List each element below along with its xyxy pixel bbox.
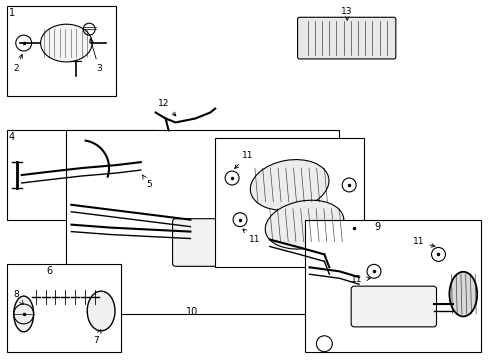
Ellipse shape (448, 272, 476, 316)
Ellipse shape (41, 24, 92, 62)
Text: 8: 8 (13, 289, 23, 304)
Bar (66, 130, 339, 314)
Ellipse shape (14, 296, 34, 332)
Bar (7, 6, 116, 96)
Text: 1: 1 (9, 8, 15, 18)
Bar (7, 264, 121, 352)
Ellipse shape (264, 200, 343, 249)
Text: 9: 9 (373, 222, 379, 232)
FancyBboxPatch shape (350, 286, 436, 327)
Bar (7, 130, 155, 220)
Text: 11: 11 (351, 275, 369, 284)
Text: 13: 13 (341, 7, 352, 20)
Ellipse shape (250, 159, 328, 210)
Ellipse shape (87, 291, 115, 331)
Text: 11: 11 (234, 151, 253, 168)
Text: 11: 11 (412, 237, 434, 247)
FancyBboxPatch shape (297, 17, 395, 59)
Bar (215, 138, 364, 267)
Text: 12: 12 (158, 99, 176, 116)
Bar (304, 220, 480, 352)
FancyBboxPatch shape (172, 219, 272, 266)
Text: 10: 10 (185, 307, 197, 317)
Text: 2: 2 (13, 54, 22, 73)
Text: 7: 7 (93, 330, 101, 345)
Text: 11: 11 (243, 229, 260, 244)
Text: 4: 4 (9, 132, 15, 142)
Text: 5: 5 (142, 175, 151, 189)
Text: 6: 6 (46, 266, 53, 276)
Text: 3: 3 (89, 39, 102, 73)
